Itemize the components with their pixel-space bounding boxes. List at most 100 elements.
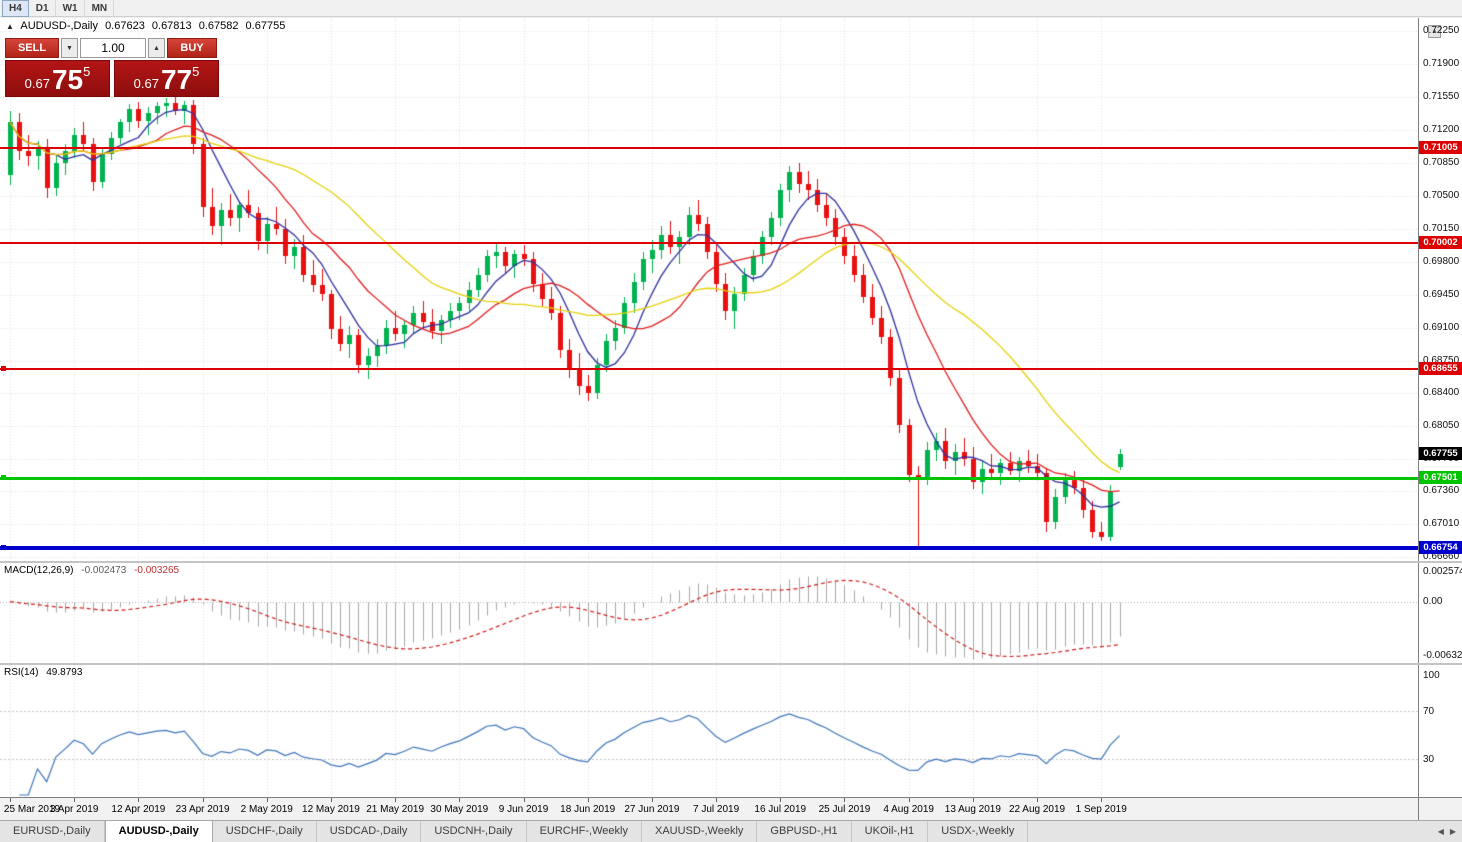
- date-tick: [459, 798, 460, 802]
- chevron-up-icon: ▲: [153, 44, 160, 52]
- price-axis-label: 0.69450: [1423, 288, 1460, 300]
- rsi-title: RSI(14): [4, 667, 39, 678]
- date-label: 9 Jun 2019: [498, 804, 549, 815]
- chart-tab-xauusd[interactable]: XAUUSD-,Weekly: [642, 821, 758, 842]
- chart-tab-usdx[interactable]: USDX-,Weekly: [928, 821, 1029, 842]
- date-tick: [74, 798, 75, 802]
- timeframe-toolbar: H4 D1 W1 MN: [0, 0, 1462, 17]
- date-tick: [203, 798, 204, 802]
- axis-corner-button[interactable]: ▲: [1428, 25, 1441, 38]
- date-tick: [138, 798, 139, 802]
- date-tick: [588, 798, 589, 802]
- date-label: 22 Aug 2019: [1008, 804, 1066, 815]
- rsi-header: RSI(14) 49.8793: [4, 667, 87, 678]
- date-label: 12 Apr 2019: [111, 804, 166, 815]
- rsi-canvas[interactable]: [0, 665, 1418, 797]
- macd-title: MACD(12,26,9): [4, 565, 74, 576]
- volume-increase-button[interactable]: ▲: [148, 38, 165, 58]
- ohlc-high: 0.67813: [151, 20, 192, 32]
- date-tick: [524, 798, 525, 802]
- date-tick: [267, 798, 268, 802]
- chart-tab-audusd[interactable]: AUDUSD-,Daily: [104, 821, 213, 842]
- rsi-value: 49.8793: [46, 667, 83, 678]
- price-axis-label: 0.66660: [1423, 551, 1460, 563]
- timeframe-button-w1[interactable]: W1: [56, 0, 85, 17]
- buy-price-box[interactable]: 0.67 77 5: [114, 60, 219, 97]
- price-axis-label: 0.71900: [1423, 58, 1460, 70]
- volume-input[interactable]: [80, 38, 146, 58]
- rsi-axis: 100 70 30: [1418, 665, 1462, 797]
- date-label: 25 Mar 2019: [3, 804, 61, 815]
- macd-header: MACD(12,26,9) -0.002473 -0.003265: [4, 565, 184, 576]
- date-label: 21 May 2019: [366, 804, 425, 815]
- date-label: 23 Apr 2019: [175, 804, 230, 815]
- price-axis-label: 0.69800: [1423, 255, 1460, 267]
- price-axis-label: 0.68050: [1423, 420, 1460, 432]
- timeframe-button-mn[interactable]: MN: [85, 0, 115, 17]
- date-label: 4 Aug 2019: [883, 804, 934, 815]
- timeframe-button-h4[interactable]: H4: [2, 0, 29, 17]
- date-axis-corner: [1418, 798, 1462, 821]
- volume-decrease-button[interactable]: ▼: [61, 38, 78, 58]
- price-chart-canvas[interactable]: [0, 18, 1418, 561]
- price-tag-0.71005: 0.71005: [1419, 141, 1462, 154]
- date-tick: [652, 798, 653, 802]
- tab-scroll-left-icon[interactable]: ◀: [1437, 827, 1444, 836]
- sell-price-prefix: 0.67: [24, 76, 50, 91]
- chart-tab-gbpusd[interactable]: GBPUSD-,H1: [757, 821, 852, 842]
- date-label: 27 Jun 2019: [624, 804, 680, 815]
- timeframe-button-d1[interactable]: D1: [29, 0, 56, 17]
- buy-price-big: 77: [160, 64, 193, 95]
- macd-canvas[interactable]: [0, 563, 1418, 663]
- chart-tab-ukoil[interactable]: UKOil-,H1: [852, 821, 929, 842]
- date-tick: [331, 798, 332, 802]
- date-label: 12 May 2019: [302, 804, 360, 815]
- date-label: 18 Jun 2019: [560, 804, 616, 815]
- buy-button[interactable]: BUY: [167, 38, 217, 58]
- date-axis: 25 Mar 2019 3 Apr 2019 12 Apr 2019 23 Apr 2…: [0, 797, 1462, 821]
- rsi-axis-label: 100: [1423, 670, 1440, 681]
- macd-signal-value: -0.003265: [134, 565, 180, 576]
- price-axis-label: 0.71550: [1423, 91, 1460, 103]
- macd-axis: 0.002574 0.00 -0.006326: [1418, 563, 1462, 663]
- sell-price-box[interactable]: 0.67 75 5: [5, 60, 110, 97]
- price-axis-label: 0.68750: [1423, 354, 1460, 366]
- chart-tab-strip: EURUSD-,Daily AUDUSD-,Daily USDCHF-,Daily U…: [0, 821, 1432, 842]
- price-tag-0.68655: 0.68655: [1419, 362, 1462, 375]
- date-label: 1 Sep 2019: [1075, 804, 1127, 815]
- ohlc-close: 0.67755: [245, 20, 286, 32]
- tab-scroll-right-icon[interactable]: ▶: [1449, 827, 1456, 836]
- price-tag-0.67501: 0.67501: [1419, 471, 1462, 484]
- trade-panel-collapse-icon[interactable]: ▲: [6, 22, 14, 31]
- date-tick: [716, 798, 717, 802]
- buy-price-prefix: 0.67: [133, 76, 159, 91]
- date-label: 3 Apr 2019: [50, 804, 99, 815]
- date-label: 30 May 2019: [430, 804, 489, 815]
- chart-tab-usdcnh[interactable]: USDCNH-,Daily: [421, 821, 527, 842]
- price-axis-label: 0.69100: [1423, 321, 1460, 333]
- macd-panel: MACD(12,26,9) -0.002473 -0.003265 0.0025…: [0, 563, 1462, 663]
- panel-splitter[interactable]: [0, 561, 1462, 563]
- date-tick: [973, 798, 974, 802]
- date-label: 16 Jul 2019: [754, 804, 807, 815]
- chart-tab-bar: EURUSD-,Daily AUDUSD-,Daily USDCHF-,Daily U…: [0, 820, 1462, 842]
- price-axis-label: 0.71200: [1423, 123, 1460, 135]
- panel-splitter[interactable]: [0, 663, 1462, 665]
- symbol-ohlc-bar: ▲ AUDUSD-,Daily 0.67623 0.67813 0.67582 …: [6, 20, 289, 32]
- date-tick: [909, 798, 910, 802]
- chart-tab-usdcad[interactable]: USDCAD-,Daily: [317, 821, 422, 842]
- chart-tab-eurusd[interactable]: EURUSD-,Daily: [0, 821, 105, 842]
- chart-tab-usdchf[interactable]: USDCHF-,Daily: [213, 821, 317, 842]
- macd-axis-label: 0.002574: [1423, 566, 1462, 577]
- chevron-down-icon: ▼: [66, 44, 73, 52]
- date-tick: [1037, 798, 1038, 802]
- date-tick: [395, 798, 396, 802]
- macd-axis-label: 0.00: [1423, 596, 1443, 607]
- chart-tab-eurchf[interactable]: EURCHF-,Weekly: [527, 821, 642, 842]
- ohlc-low: 0.67582: [198, 20, 239, 32]
- price-tag-0.66754: 0.66754: [1419, 541, 1462, 554]
- one-click-trade-panel: SELL ▼ ▲ BUY 0.67 75 5 0.67 77: [5, 38, 219, 97]
- sell-button[interactable]: SELL: [5, 38, 59, 58]
- date-label: 13 Aug 2019: [944, 804, 1001, 815]
